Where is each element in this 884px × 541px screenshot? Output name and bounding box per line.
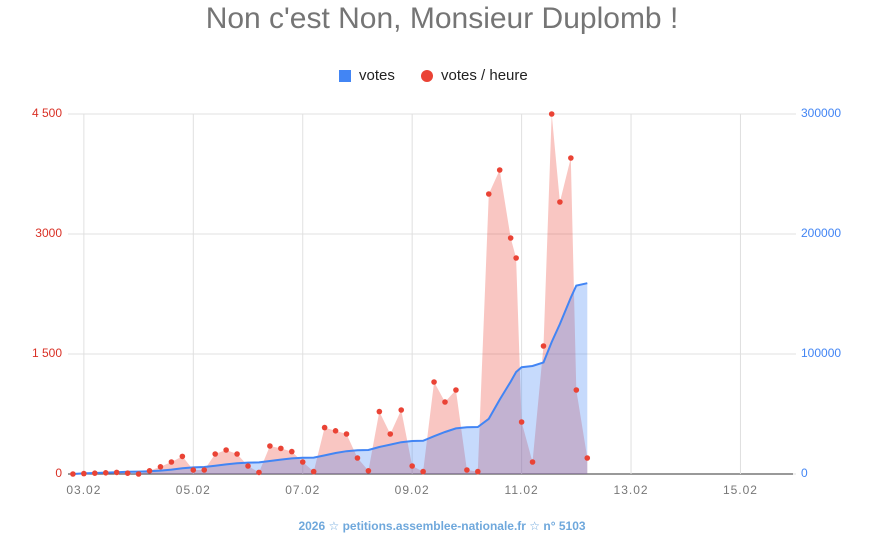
y2-tick-label: 300000 — [801, 106, 841, 120]
legend-label: votes / heure — [441, 67, 528, 84]
point — [398, 407, 405, 413]
y-tick-label: 1 500 — [32, 346, 62, 360]
area — [72, 114, 588, 474]
x-tick-label: 07.02 — [285, 483, 320, 497]
x-tick-label: 15.02 — [723, 483, 758, 497]
point — [223, 447, 229, 453]
point — [288, 448, 295, 455]
point — [190, 467, 197, 473]
y2-tick-label: 100000 — [801, 346, 841, 360]
point — [146, 468, 153, 474]
point — [124, 470, 131, 477]
point — [529, 459, 536, 465]
point — [513, 255, 519, 261]
point — [453, 387, 459, 393]
legend-swatch — [339, 70, 351, 82]
y-tick-label: 4 500 — [32, 106, 62, 120]
point — [299, 459, 306, 465]
point — [464, 467, 470, 473]
point — [113, 469, 120, 476]
point — [365, 468, 372, 474]
point — [245, 463, 251, 469]
point — [135, 471, 142, 477]
legend-swatch — [421, 70, 433, 82]
point — [475, 468, 481, 475]
chart-title: Non c'est Non, Monsieur Duplomb ! — [206, 2, 679, 35]
point — [540, 343, 547, 349]
point — [234, 451, 240, 457]
point — [321, 424, 328, 431]
point — [354, 455, 361, 461]
y-tick-label: 3000 — [35, 226, 62, 240]
point — [267, 443, 273, 449]
y-tick-label: 0 — [55, 466, 62, 480]
point — [442, 399, 448, 405]
point — [179, 453, 186, 460]
x-tick-label: 09.02 — [395, 483, 430, 497]
point — [157, 464, 164, 470]
point — [387, 431, 394, 437]
point — [420, 468, 426, 475]
point — [409, 463, 415, 469]
point — [584, 455, 591, 461]
point — [102, 470, 109, 476]
point — [70, 471, 76, 477]
area — [72, 283, 588, 474]
point — [496, 167, 503, 173]
x-tick-label: 03.02 — [66, 483, 101, 497]
point — [201, 467, 208, 473]
point — [557, 199, 563, 205]
point — [168, 459, 175, 465]
point — [92, 470, 98, 477]
point — [278, 445, 284, 452]
point — [507, 235, 514, 241]
x-tick-label: 05.02 — [176, 483, 211, 497]
point — [332, 428, 339, 434]
point — [518, 419, 525, 425]
point — [256, 469, 262, 476]
point — [485, 191, 492, 197]
x-tick-label: 13.02 — [614, 483, 649, 497]
point — [376, 408, 383, 415]
point — [212, 451, 218, 457]
point — [573, 387, 580, 393]
x-tick-label: 11.02 — [505, 483, 539, 497]
y2-tick-label: 200000 — [801, 226, 841, 240]
y2-tick-label: 0 — [801, 466, 808, 480]
point — [548, 111, 555, 117]
point — [431, 379, 437, 385]
point — [343, 431, 350, 437]
footer: 2026 ☆ petitions.assemblee-nationale.fr … — [298, 519, 585, 533]
point — [310, 468, 317, 475]
point — [81, 470, 87, 477]
line — [72, 282, 588, 475]
legend-label: votes — [359, 67, 395, 84]
point — [568, 155, 574, 161]
